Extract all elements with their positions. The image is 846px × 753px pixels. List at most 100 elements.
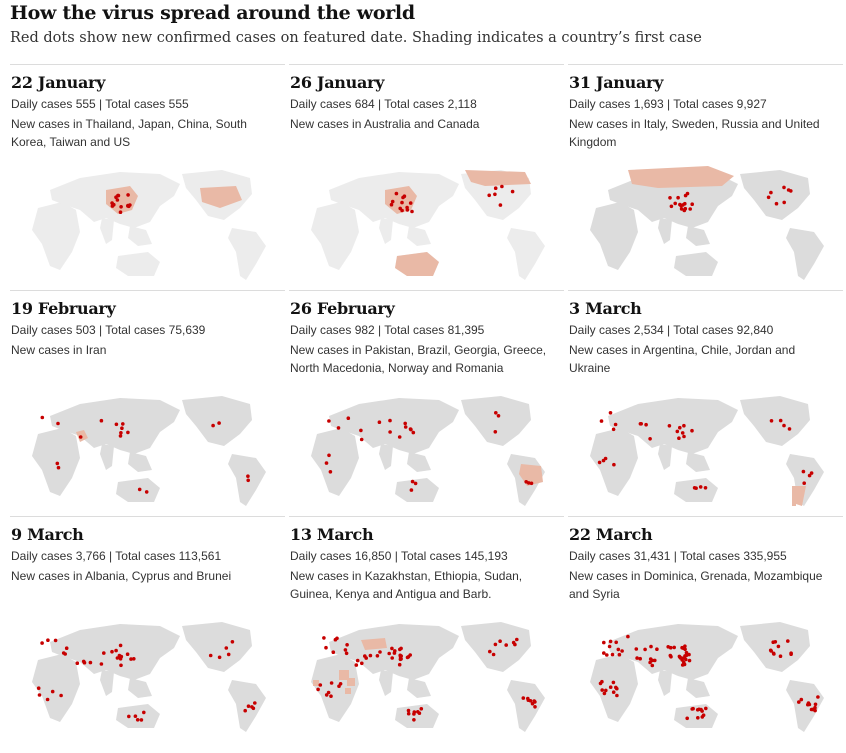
case-dot (126, 430, 130, 435)
africa-landmass (590, 428, 638, 496)
case-dot (620, 649, 624, 653)
world-map (10, 600, 285, 740)
case-dot (616, 647, 621, 652)
panel-new-cases: New cases in Pakistan, Brazil, Georgia, … (290, 343, 547, 375)
africa-landmass (32, 428, 80, 496)
south-america-landmass (786, 228, 824, 280)
case-dot (390, 199, 395, 204)
first-case-shading (200, 186, 242, 208)
case-dot (243, 708, 247, 713)
case-dot (403, 425, 408, 429)
case-dot (226, 652, 231, 657)
map-svg (311, 622, 545, 732)
case-dot (683, 654, 687, 658)
panel-date: 26 January (290, 73, 385, 92)
case-dot (611, 690, 616, 694)
case-dot (806, 701, 811, 705)
case-dot (668, 653, 673, 658)
case-dot (406, 711, 411, 716)
case-dot (355, 658, 360, 663)
australia-landmass (395, 478, 439, 502)
map-svg (590, 396, 824, 506)
case-dot (316, 687, 320, 692)
panel-divider (289, 516, 564, 517)
case-dot (598, 681, 603, 686)
map-panel: 22 March Daily cases 31,431 | Total cases… (568, 516, 843, 740)
panel-divider (289, 290, 564, 291)
north-america-landmass (461, 396, 531, 446)
first-case-shading (385, 186, 417, 214)
case-dot (46, 638, 50, 642)
case-dot (675, 429, 680, 434)
india-landmass (379, 444, 393, 470)
map-svg (32, 622, 266, 732)
case-dot (326, 690, 331, 695)
case-dot (417, 711, 422, 715)
case-dot (530, 701, 535, 706)
case-dot (615, 686, 619, 691)
case-dot (53, 638, 58, 643)
case-dot (390, 646, 394, 651)
case-dot (771, 651, 776, 656)
case-dot (324, 693, 329, 697)
case-dot (343, 648, 348, 652)
case-dot (118, 434, 123, 438)
europe-asia-landmass (608, 398, 738, 454)
case-dot (398, 206, 402, 211)
case-dot (139, 718, 144, 722)
case-dot (493, 186, 498, 190)
panel-divider (10, 64, 285, 65)
southeast-asia-landmass (407, 452, 431, 472)
case-dot (99, 418, 104, 423)
case-dot (411, 430, 416, 435)
panel-case-stats: Daily cases 1,693 | Total cases 9,927 (569, 97, 767, 111)
case-dot (526, 698, 531, 702)
case-dot (668, 645, 673, 650)
case-dot (680, 663, 685, 667)
case-dot (78, 435, 83, 439)
case-dot (789, 652, 793, 656)
southeast-asia-landmass (686, 452, 710, 472)
india-landmass (379, 218, 393, 244)
case-dot (669, 204, 674, 209)
map-panel: 19 February Daily cases 503 | Total cases… (10, 290, 285, 514)
case-dot (399, 646, 403, 651)
case-dot (613, 422, 618, 427)
southeast-asia-landmass (128, 452, 152, 472)
case-dot (37, 693, 42, 697)
case-dot (55, 461, 60, 466)
case-dot (118, 643, 123, 648)
panel-date: 13 March (290, 525, 374, 544)
case-dot (690, 428, 694, 433)
case-dot (56, 421, 60, 426)
case-dot (419, 707, 424, 711)
case-dot (610, 652, 615, 657)
world-map (568, 148, 843, 288)
case-dot (649, 644, 653, 649)
south-america-landmass (507, 228, 545, 280)
case-dot (413, 481, 418, 486)
map-panel: 26 February Daily cases 982 | Total cases… (289, 290, 564, 514)
case-dot (333, 637, 338, 642)
case-dot (615, 693, 619, 698)
europe-asia-landmass (329, 398, 459, 454)
case-dot (778, 654, 783, 658)
case-dot (345, 643, 349, 647)
south-america-landmass (228, 228, 266, 280)
case-dot (524, 480, 528, 484)
case-dot (359, 437, 364, 442)
panel-new-cases: New cases in Italy, Sweden, Russia and U… (569, 117, 820, 149)
panel-divider (10, 516, 285, 517)
case-dot (388, 430, 392, 434)
map-panel: 13 March Daily cases 16,850 | Total cases… (289, 516, 564, 740)
case-dot (217, 421, 221, 425)
case-dot (602, 651, 606, 655)
case-dot (246, 478, 250, 483)
southeast-asia-landmass (407, 678, 431, 698)
case-dot (110, 649, 114, 654)
case-dot (650, 663, 655, 668)
north-america-landmass (182, 622, 252, 672)
india-landmass (100, 218, 114, 244)
case-dot (695, 708, 700, 712)
case-dot (119, 205, 123, 209)
